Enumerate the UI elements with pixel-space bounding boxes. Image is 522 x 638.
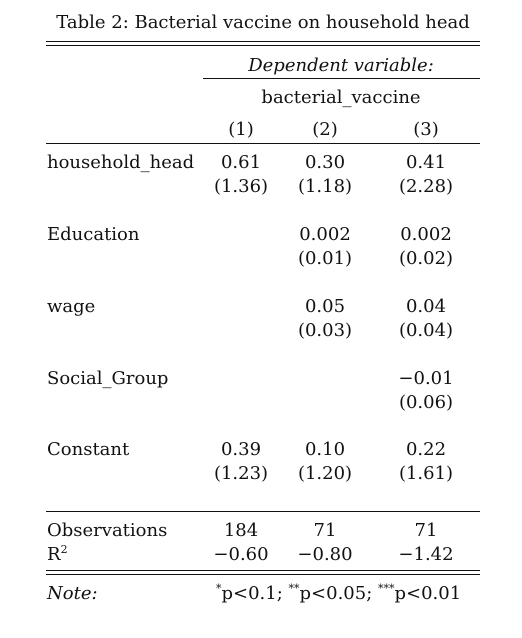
threshold-1: p<0.1; (221, 583, 289, 604)
r-squared-1: −0.60 (213, 544, 269, 565)
star-1: * (216, 582, 222, 595)
bottom-rule-2 (46, 574, 480, 575)
coef-household-head-3: 0.41 (405, 152, 447, 173)
top-rule (46, 41, 480, 42)
r-squared-superscript: 2 (60, 543, 68, 556)
stat-label-observations: Observations (47, 520, 168, 541)
observations-2: 71 (313, 520, 337, 541)
bottom-rule (46, 570, 480, 571)
dependent-variable-rule (203, 78, 480, 79)
stat-label-r-squared: R2 (47, 544, 68, 566)
se-education-3: (0.02) (398, 248, 454, 269)
se-constant-3: (1.61) (398, 463, 454, 484)
dependent-variable-label: Dependent variable: (248, 55, 434, 76)
threshold-3: p<0.01 (394, 583, 462, 604)
stats-rule (46, 511, 480, 512)
r-squared-3: −1.42 (398, 544, 454, 565)
se-household-head-1: (1.36) (213, 176, 269, 197)
note-label: Note: (47, 583, 98, 604)
dependent-variable-name: bacterial_vaccine (261, 87, 421, 108)
se-household-head-3: (2.28) (398, 176, 454, 197)
header-rule (46, 143, 480, 144)
se-social-group-3: (0.06) (398, 392, 454, 413)
coef-education-2: 0.002 (299, 224, 351, 245)
row-label-wage: wage (47, 296, 96, 317)
column-header-3: (3) (413, 119, 439, 140)
top-rule-2 (46, 45, 480, 46)
r-squared-2: −0.80 (297, 544, 353, 565)
coef-household-head-1: 0.61 (220, 152, 262, 173)
coef-constant-2: 0.10 (304, 439, 346, 460)
se-education-2: (0.01) (297, 248, 353, 269)
star-3: *** (378, 582, 395, 595)
coef-household-head-2: 0.30 (304, 152, 346, 173)
row-label-social-group: Social_Group (47, 368, 169, 389)
se-wage-2: (0.03) (297, 320, 353, 341)
coef-constant-1: 0.39 (220, 439, 262, 460)
observations-1: 184 (223, 520, 259, 541)
row-label-household-head: household_head (47, 152, 195, 173)
se-household-head-2: (1.18) (297, 176, 353, 197)
row-label-education: Education (47, 224, 140, 245)
coef-education-3: 0.002 (400, 224, 452, 245)
r-squared-letter: R (47, 544, 61, 565)
row-label-constant: Constant (47, 439, 130, 460)
coef-wage-3: 0.04 (405, 296, 447, 317)
se-constant-1: (1.23) (213, 463, 269, 484)
table-caption: Table 2: Bacterial vaccine on household … (56, 12, 470, 33)
star-2: ** (288, 582, 300, 595)
coef-wage-2: 0.05 (304, 296, 346, 317)
se-constant-2: (1.20) (297, 463, 353, 484)
threshold-2: p<0.05; (299, 583, 378, 604)
observations-3: 71 (414, 520, 438, 541)
coef-constant-3: 0.22 (405, 439, 447, 460)
significance-note: *p<0.1; **p<0.05; ***p<0.01 (216, 583, 461, 605)
coef-social-group-3: −0.01 (398, 368, 454, 389)
column-header-2: (2) (312, 119, 338, 140)
se-wage-3: (0.04) (398, 320, 454, 341)
column-header-1: (1) (228, 119, 254, 140)
